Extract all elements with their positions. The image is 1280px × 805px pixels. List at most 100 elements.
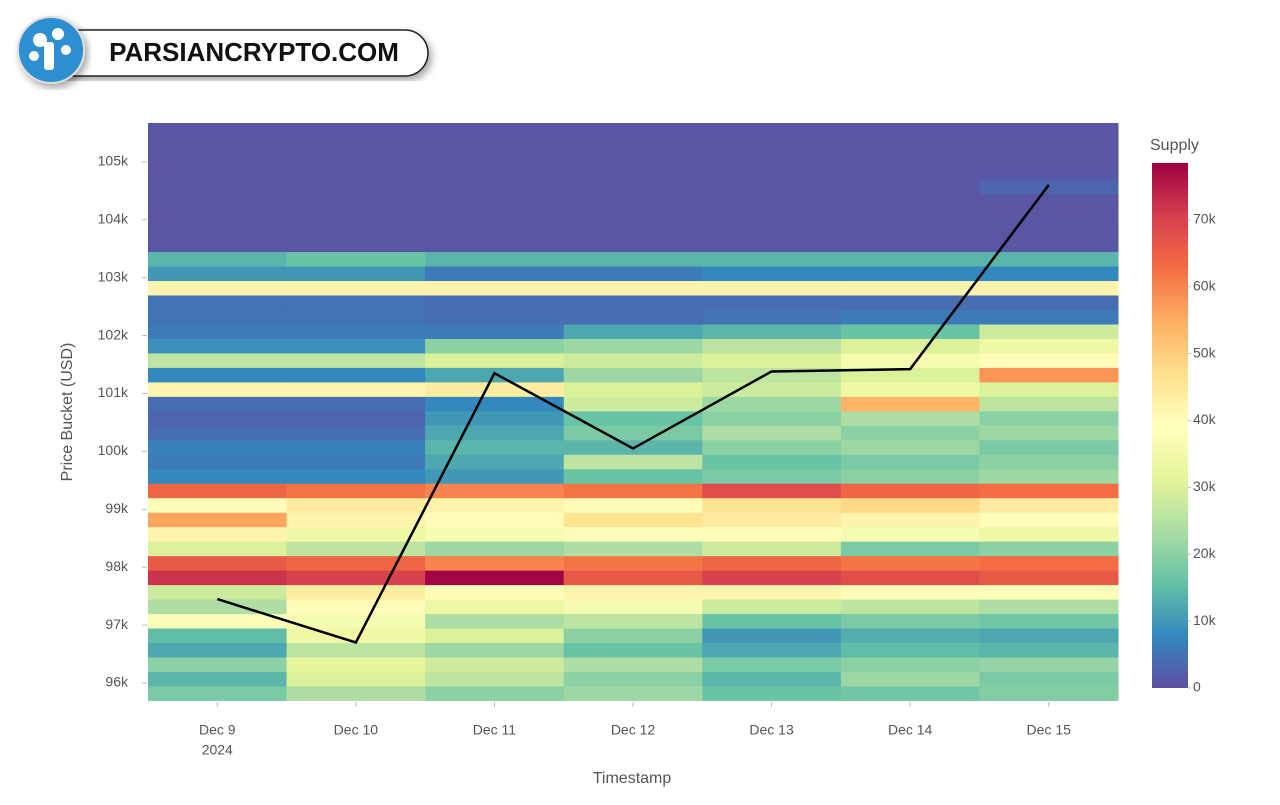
heat-cell xyxy=(425,280,565,296)
heat-cell xyxy=(286,599,426,615)
heat-cell xyxy=(840,613,980,629)
heat-cell xyxy=(425,237,565,253)
heat-cell xyxy=(148,613,288,629)
heat-cell xyxy=(286,135,426,151)
heat-cell xyxy=(148,164,288,180)
heat-cell xyxy=(702,584,842,600)
heat-cell xyxy=(425,613,565,629)
heat-cell xyxy=(425,439,565,455)
heat-cell xyxy=(563,497,703,513)
heat-cell xyxy=(286,266,426,282)
heat-cell xyxy=(425,123,565,137)
colorbar-title: Supply xyxy=(1150,137,1199,154)
heat-cell xyxy=(840,222,980,238)
y-tick-label: 101k xyxy=(98,384,129,400)
heat-cell xyxy=(840,237,980,253)
heat-cell xyxy=(563,266,703,282)
heat-cell xyxy=(148,135,288,151)
heat-cell xyxy=(840,150,980,166)
heat-cell xyxy=(979,208,1119,224)
heat-cell xyxy=(840,135,980,151)
heat-cell xyxy=(286,251,426,267)
heat-cell xyxy=(563,671,703,687)
heat-cell xyxy=(286,468,426,484)
heat-cell xyxy=(979,309,1119,325)
heat-cell xyxy=(840,685,980,701)
heat-cell xyxy=(425,150,565,166)
heat-cell xyxy=(840,323,980,339)
heat-cell xyxy=(563,208,703,224)
heat-cell xyxy=(286,425,426,441)
heat-cell xyxy=(425,555,565,571)
heat-cell xyxy=(563,396,703,412)
heat-cell xyxy=(563,237,703,253)
heat-cell xyxy=(702,280,842,296)
heat-cell xyxy=(563,323,703,339)
heat-cell xyxy=(979,468,1119,484)
heat-cell xyxy=(979,150,1119,166)
heat-cell xyxy=(425,425,565,441)
heat-cell xyxy=(148,526,288,542)
heat-cell xyxy=(702,323,842,339)
heat-cell xyxy=(425,497,565,513)
y-tick-label: 99k xyxy=(105,500,129,516)
heat-cell xyxy=(840,164,980,180)
heat-cell xyxy=(840,642,980,658)
heat-cell xyxy=(979,135,1119,151)
heat-cell xyxy=(148,685,288,701)
heat-cell xyxy=(563,656,703,672)
heat-cell xyxy=(563,193,703,209)
heat-cell xyxy=(148,454,288,470)
heat-cell xyxy=(286,439,426,455)
heat-cell xyxy=(148,352,288,368)
heat-cell xyxy=(702,570,842,586)
heat-cell xyxy=(979,193,1119,209)
x-tick-label: Dec 12 xyxy=(611,722,656,738)
heat-cell xyxy=(702,222,842,238)
colorbar-tick-label: 20k xyxy=(1193,545,1217,561)
heat-cell xyxy=(148,251,288,267)
heat-cell xyxy=(148,497,288,513)
heat-cell xyxy=(286,179,426,195)
heat-cell xyxy=(979,613,1119,629)
heat-cell xyxy=(840,584,980,600)
heat-cell xyxy=(148,237,288,253)
heat-cell xyxy=(286,541,426,557)
heat-cell xyxy=(286,193,426,209)
heat-cell xyxy=(979,410,1119,426)
heat-cell xyxy=(979,280,1119,296)
y-tick-label: 97k xyxy=(105,616,129,632)
heat-cell xyxy=(425,526,565,542)
heat-cell xyxy=(702,468,842,484)
heat-cell xyxy=(286,656,426,672)
colorbar-tick-label: 30k xyxy=(1193,478,1217,494)
heat-cell xyxy=(840,656,980,672)
y-tick-label: 100k xyxy=(98,442,129,458)
heat-cell xyxy=(425,541,565,557)
x-tick-year: 2024 xyxy=(202,742,233,758)
heat-cell xyxy=(148,295,288,310)
heat-cell xyxy=(286,555,426,571)
heat-cell xyxy=(425,396,565,412)
heat-cell xyxy=(425,570,565,586)
heat-cell xyxy=(979,425,1119,441)
heat-cell xyxy=(425,266,565,282)
heat-cell xyxy=(840,570,980,586)
heat-cell xyxy=(148,179,288,195)
heat-cell xyxy=(425,599,565,615)
heat-cell xyxy=(840,410,980,426)
heat-cell xyxy=(840,628,980,644)
heat-cell xyxy=(840,251,980,267)
heat-cell xyxy=(425,512,565,528)
heat-cell xyxy=(286,454,426,470)
heat-cell xyxy=(286,396,426,412)
heat-cell xyxy=(563,381,703,397)
heat-cell xyxy=(563,179,703,195)
heat-cell xyxy=(563,309,703,325)
heat-cell xyxy=(286,309,426,325)
x-tick-label: Dec 14 xyxy=(888,722,933,738)
heat-cell xyxy=(148,381,288,397)
brand-text: PARSIANCRYPTO.COM xyxy=(109,37,399,67)
heat-cell xyxy=(286,222,426,238)
